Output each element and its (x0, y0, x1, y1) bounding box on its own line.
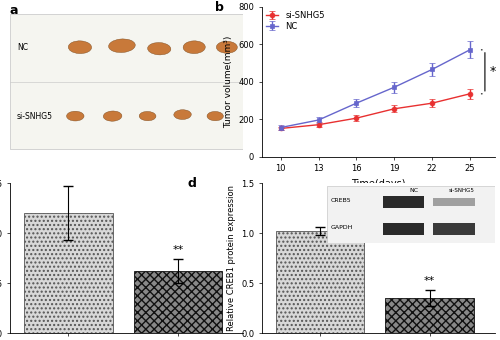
Text: *: * (490, 65, 496, 78)
Bar (276, 232, 364, 333)
Text: d: d (187, 177, 196, 190)
Y-axis label: Relative CREB1 protein expression: Relative CREB1 protein expression (226, 185, 235, 332)
Ellipse shape (104, 111, 122, 121)
Ellipse shape (183, 41, 206, 54)
Bar (386, 298, 474, 333)
Ellipse shape (148, 42, 171, 55)
Legend: si-SNHG5, NC: si-SNHG5, NC (266, 11, 324, 31)
Ellipse shape (174, 110, 192, 119)
Text: si-SNHG5: si-SNHG5 (17, 112, 53, 121)
Ellipse shape (216, 41, 238, 53)
Ellipse shape (207, 112, 224, 121)
Text: b: b (215, 1, 224, 14)
X-axis label: Time(days): Time(days) (351, 179, 406, 189)
Bar (24, 214, 112, 333)
Ellipse shape (68, 41, 92, 54)
Text: **: ** (172, 245, 184, 255)
Ellipse shape (108, 39, 136, 53)
Text: **: ** (424, 276, 436, 286)
Ellipse shape (66, 111, 84, 121)
Text: NC: NC (17, 43, 28, 52)
Bar (134, 271, 222, 333)
Y-axis label: Tumor volume(mm³): Tumor volume(mm³) (224, 35, 233, 128)
Text: a: a (10, 4, 18, 17)
Ellipse shape (139, 112, 156, 121)
